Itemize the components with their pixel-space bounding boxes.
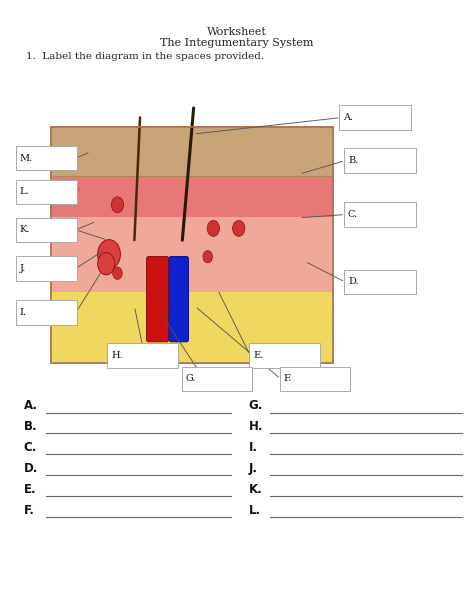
- Ellipse shape: [154, 269, 174, 306]
- FancyBboxPatch shape: [16, 256, 77, 281]
- FancyBboxPatch shape: [146, 257, 169, 342]
- Circle shape: [113, 267, 122, 280]
- Text: E.: E.: [253, 351, 264, 360]
- Text: L.: L.: [19, 188, 29, 196]
- Text: Worksheet: Worksheet: [207, 27, 267, 37]
- FancyBboxPatch shape: [16, 218, 77, 242]
- Text: K.: K.: [19, 226, 30, 234]
- Text: H.: H.: [249, 420, 264, 433]
- Text: C.: C.: [24, 441, 37, 454]
- Text: G.: G.: [185, 375, 196, 383]
- Text: M.: M.: [19, 154, 33, 162]
- FancyBboxPatch shape: [339, 105, 411, 130]
- Text: D.: D.: [348, 278, 358, 286]
- Text: H.: H.: [111, 351, 123, 360]
- Text: The Integumentary System: The Integumentary System: [160, 38, 314, 48]
- Circle shape: [233, 221, 245, 237]
- FancyBboxPatch shape: [249, 343, 320, 368]
- FancyBboxPatch shape: [107, 343, 178, 368]
- FancyBboxPatch shape: [16, 300, 77, 325]
- Text: E.: E.: [24, 482, 36, 496]
- Circle shape: [111, 197, 124, 213]
- FancyBboxPatch shape: [16, 146, 77, 170]
- FancyBboxPatch shape: [16, 180, 77, 204]
- FancyBboxPatch shape: [51, 127, 333, 363]
- FancyBboxPatch shape: [169, 257, 189, 342]
- Circle shape: [98, 240, 120, 269]
- Text: C.: C.: [348, 210, 358, 219]
- Text: I.: I.: [19, 308, 27, 317]
- Text: F.: F.: [24, 503, 35, 517]
- FancyBboxPatch shape: [182, 367, 252, 391]
- FancyBboxPatch shape: [51, 127, 333, 177]
- FancyBboxPatch shape: [51, 177, 333, 216]
- Text: A.: A.: [24, 399, 38, 413]
- Text: J.: J.: [249, 462, 258, 475]
- Circle shape: [98, 253, 115, 275]
- Text: G.: G.: [249, 399, 263, 413]
- Text: J.: J.: [19, 264, 26, 273]
- Text: L.: L.: [249, 503, 261, 517]
- Circle shape: [203, 251, 212, 263]
- FancyBboxPatch shape: [280, 367, 350, 391]
- Text: B.: B.: [24, 420, 37, 433]
- FancyBboxPatch shape: [344, 202, 416, 227]
- Text: K.: K.: [249, 482, 263, 496]
- FancyBboxPatch shape: [51, 210, 333, 292]
- FancyBboxPatch shape: [51, 292, 333, 363]
- FancyBboxPatch shape: [344, 148, 416, 173]
- Text: F.: F.: [283, 375, 292, 383]
- Text: A.: A.: [343, 113, 353, 122]
- Text: D.: D.: [24, 462, 38, 475]
- Text: B.: B.: [348, 156, 358, 165]
- Text: 1.  Label the diagram in the spaces provided.: 1. Label the diagram in the spaces provi…: [26, 52, 264, 61]
- FancyBboxPatch shape: [344, 270, 416, 294]
- Circle shape: [207, 221, 219, 237]
- Text: I.: I.: [249, 441, 258, 454]
